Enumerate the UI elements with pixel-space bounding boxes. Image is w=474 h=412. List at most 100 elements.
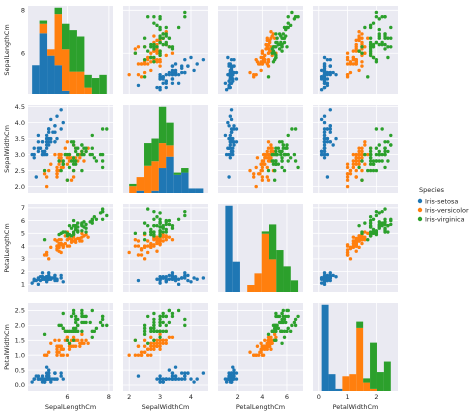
hist-bar-iris-versicolor — [363, 382, 371, 391]
hist-bar-iris-virginica — [363, 378, 371, 383]
data-point-iris-setosa — [161, 377, 165, 381]
data-point-iris-versicolor — [269, 338, 273, 342]
data-point-iris-versicolor — [65, 140, 70, 144]
data-point-iris-setosa — [226, 55, 230, 60]
data-point-iris-versicolor — [357, 236, 361, 241]
data-point-iris-versicolor — [49, 341, 53, 345]
data-point-iris-virginica — [84, 149, 88, 154]
data-point-iris-virginica — [280, 165, 284, 170]
data-point-iris-versicolor — [351, 244, 356, 248]
data-point-iris-setosa — [189, 280, 193, 284]
data-point-iris-setosa — [325, 127, 330, 131]
data-point-iris-setosa — [234, 77, 239, 81]
hist-bar-iris-versicolor — [261, 233, 269, 292]
data-point-iris-virginica — [274, 159, 278, 163]
data-point-iris-virginica — [288, 156, 293, 160]
data-point-iris-versicolor — [69, 240, 74, 244]
data-point-iris-versicolor — [158, 241, 162, 246]
data-point-iris-versicolor — [152, 341, 156, 345]
data-point-iris-setosa — [32, 146, 36, 150]
data-point-iris-versicolor — [363, 45, 367, 49]
data-point-iris-virginica — [281, 143, 285, 147]
data-point-iris-virginica — [152, 209, 156, 214]
hist-bar-iris-virginica — [84, 74, 92, 88]
data-point-iris-versicolor — [263, 338, 267, 342]
data-point-iris-setosa — [161, 276, 165, 280]
data-point-iris-virginica — [357, 165, 361, 170]
data-point-iris-versicolor — [366, 231, 370, 236]
data-point-iris-setosa — [322, 55, 327, 60]
data-point-iris-virginica — [146, 223, 150, 228]
data-point-iris-versicolor — [44, 353, 49, 357]
data-point-iris-virginica — [73, 317, 78, 322]
data-point-iris-versicolor — [256, 62, 261, 66]
data-point-iris-virginica — [80, 320, 84, 325]
y-tick-label: 2 — [21, 268, 25, 276]
data-point-iris-virginica — [366, 75, 370, 79]
data-point-iris-setosa — [234, 127, 239, 131]
hist-bar-iris-virginica — [383, 361, 391, 391]
data-point-iris-setosa — [201, 57, 206, 62]
data-point-iris-versicolor — [149, 344, 153, 348]
data-point-iris-versicolor — [149, 353, 153, 357]
data-point-iris-setosa — [228, 114, 233, 118]
data-point-iris-versicolor — [351, 239, 356, 243]
data-point-iris-setosa — [44, 365, 49, 369]
data-point-iris-setosa — [192, 68, 196, 73]
data-point-iris-virginica — [284, 320, 288, 325]
data-point-iris-setosa — [173, 72, 178, 77]
data-point-iris-setosa — [227, 175, 231, 179]
data-point-iris-setosa — [167, 72, 172, 77]
data-point-iris-versicolor — [357, 245, 361, 250]
data-point-iris-virginica — [42, 168, 47, 173]
data-point-iris-virginica — [360, 230, 364, 234]
data-point-iris-virginica — [94, 217, 99, 221]
data-point-iris-versicolor — [55, 165, 59, 170]
panel-SepalWidthCm-vs-SepalLengthCm — [28, 105, 113, 193]
data-point-iris-virginica — [284, 146, 288, 150]
data-point-iris-setosa — [164, 85, 168, 90]
data-point-iris-versicolor — [360, 64, 364, 68]
data-point-iris-versicolor — [146, 55, 150, 60]
data-point-iris-versicolor — [170, 335, 175, 340]
data-point-iris-versicolor — [363, 230, 367, 234]
data-point-iris-setosa — [180, 276, 184, 280]
data-point-iris-versicolor — [345, 72, 350, 77]
data-point-iris-setosa — [322, 133, 327, 138]
data-point-iris-virginica — [377, 223, 381, 228]
data-point-iris-versicolor — [136, 244, 141, 248]
data-point-iris-setosa — [59, 371, 63, 375]
data-point-iris-virginica — [94, 159, 99, 163]
data-point-iris-virginica — [274, 162, 278, 166]
data-point-iris-versicolor — [360, 36, 364, 40]
data-point-iris-setosa — [53, 140, 57, 144]
data-point-iris-virginica — [71, 143, 76, 147]
hist-bar-iris-virginica — [62, 23, 70, 50]
data-point-iris-versicolor — [265, 347, 269, 351]
data-point-iris-virginica — [152, 15, 156, 19]
data-point-iris-virginica — [105, 213, 109, 218]
data-point-iris-versicolor — [345, 165, 350, 170]
data-point-iris-versicolor — [261, 57, 266, 62]
data-point-iris-versicolor — [149, 335, 153, 340]
data-point-iris-setosa — [319, 281, 324, 285]
data-point-iris-versicolor — [252, 172, 256, 176]
data-point-iris-virginica — [152, 60, 156, 64]
data-point-iris-setosa — [223, 133, 228, 138]
data-point-iris-versicolor — [269, 347, 273, 351]
data-point-iris-setosa — [195, 377, 199, 381]
data-point-iris-virginica — [368, 230, 373, 234]
hist-bar-iris-virginica — [376, 372, 384, 391]
data-point-iris-virginica — [158, 211, 162, 215]
legend: Species Iris-setosa Iris-versicolor Iris… — [417, 186, 469, 224]
data-point-iris-virginica — [282, 40, 287, 45]
data-point-iris-setosa — [167, 368, 172, 372]
data-point-iris-versicolor — [260, 168, 265, 173]
data-point-iris-virginica — [105, 127, 109, 131]
data-point-iris-virginica — [389, 222, 393, 227]
data-point-iris-virginica — [149, 227, 153, 232]
data-point-iris-virginica — [270, 329, 274, 334]
data-point-iris-versicolor — [161, 239, 165, 243]
data-point-iris-setosa — [232, 57, 236, 62]
data-point-iris-virginica — [155, 23, 159, 28]
